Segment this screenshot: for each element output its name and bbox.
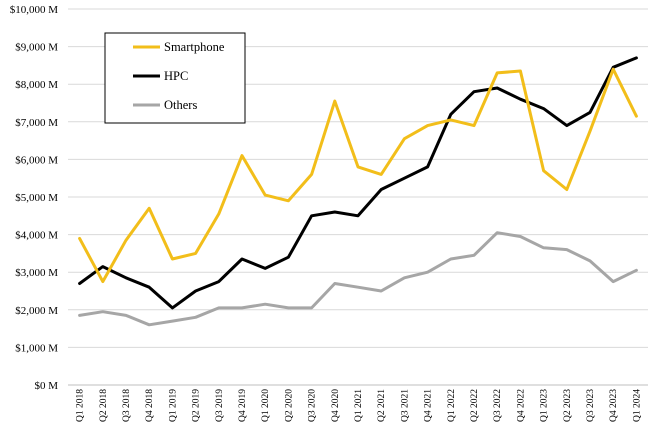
y-tick-label: $5,000 M	[15, 192, 58, 204]
y-tick-label: $0 M	[34, 380, 58, 392]
legend-label-hpc: HPC	[164, 69, 188, 83]
legend-box	[104, 32, 246, 124]
series-line-smartphone	[78, 67, 638, 284]
x-tick-label: Q4 2022	[516, 389, 526, 422]
y-tick-label: $8,000 M	[15, 79, 58, 91]
x-tick-label: Q2 2021	[377, 389, 387, 422]
x-axis-ticks: Q1 2018 Q2 2018 Q3 2018 Q4 2018 Q1 2019 Q2 20…	[76, 389, 643, 422]
x-tick-label: Q4 2019	[238, 389, 248, 422]
x-tick-label: Q2 2020	[284, 389, 294, 422]
y-tick-label: $7,000 M	[15, 117, 58, 129]
legend: Smartphone HPC Others	[104, 32, 246, 124]
x-tick-label: Q1 2022	[447, 389, 457, 422]
legend-label-others: Others	[164, 98, 197, 112]
y-tick-label: $1,000 M	[15, 342, 58, 354]
x-tick-label: Q3 2018	[122, 389, 132, 422]
x-tick-label: Q2 2018	[99, 389, 109, 422]
x-tick-label: Q2 2019	[192, 389, 202, 422]
x-tick-label: Q4 2018	[145, 389, 155, 422]
series-line-others	[78, 231, 638, 327]
x-tick-label: Q1 2020	[261, 389, 271, 422]
x-tick-label: Q3 2019	[215, 389, 225, 422]
y-tick-label: $3,000 M	[15, 267, 58, 279]
x-tick-label: Q3 2023	[586, 389, 596, 422]
x-tick-label: Q1 2023	[540, 389, 550, 422]
series-line-hpc	[78, 56, 638, 310]
x-tick-label: Q4 2020	[331, 389, 341, 422]
x-tick-label: Q4 2023	[609, 389, 619, 422]
x-tick-label: Q2 2022	[470, 389, 480, 422]
series-layer	[78, 56, 638, 327]
y-tick-label: $2,000 M	[15, 305, 58, 317]
legend-label-smartphone: Smartphone	[164, 40, 225, 54]
x-tick-label: Q2 2023	[563, 389, 573, 422]
x-tick-label: Q1 2018	[76, 389, 86, 422]
x-tick-label: Q1 2019	[168, 389, 178, 422]
y-tick-label: $9,000 M	[15, 42, 58, 54]
y-tick-label: $4,000 M	[15, 230, 58, 242]
x-tick-label: Q4 2021	[424, 389, 434, 422]
y-axis-ticks: $0 M $1,000 M $2,000 M $3,000 M $4,000 M $5,0…	[10, 4, 59, 392]
x-tick-label: Q1 2024	[632, 389, 642, 422]
x-tick-label: Q1 2021	[354, 389, 364, 422]
y-tick-label: $6,000 M	[15, 154, 58, 166]
x-tick-label: Q3 2022	[493, 389, 503, 422]
x-tick-label: Q3 2021	[400, 389, 410, 422]
y-tick-label: $10,000 M	[10, 4, 59, 16]
x-tick-label: Q3 2020	[308, 389, 318, 422]
